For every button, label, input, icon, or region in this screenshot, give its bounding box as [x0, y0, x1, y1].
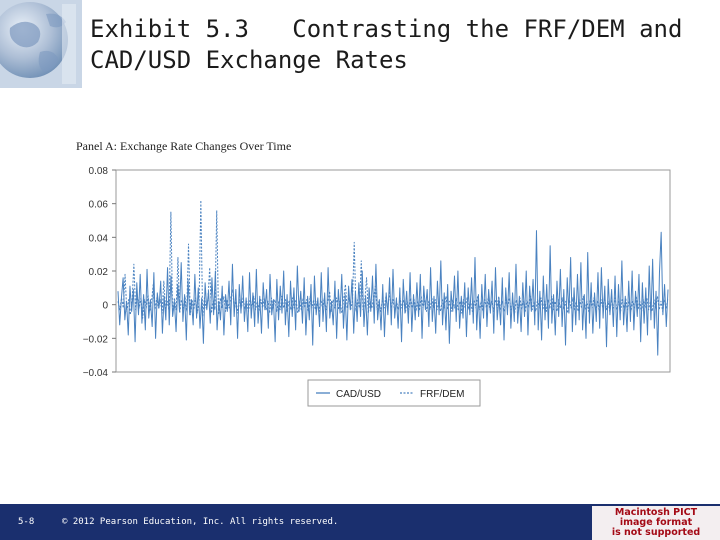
y-tick-label: 0.02	[89, 267, 109, 278]
copyright-text: © 2012 Pearson Education, Inc. All right…	[62, 517, 339, 527]
unsupported-image-text: Macintosh PICT image format is not suppo…	[592, 508, 720, 538]
slide-title-line-2: CAD/USD Exchange Rates	[90, 46, 408, 74]
y-tick-label: 0.04	[89, 233, 109, 244]
pict-notice-line-3: is not supported	[611, 527, 701, 538]
chart-title: Panel A: Exchange Rate Changes Over Time	[76, 139, 291, 153]
pict-notice-line-2: image format	[619, 517, 693, 528]
slide-title: Exhibit 5.3 Contrasting the FRF/DEM and …	[90, 14, 710, 76]
y-tick-label: 0.08	[89, 166, 109, 177]
unsupported-image-notice: Macintosh PICT image format is not suppo…	[592, 506, 720, 540]
exchange-rate-chart: Panel A: Exchange Rate Changes Over Time…	[60, 130, 680, 420]
y-tick-label: 0	[102, 301, 108, 312]
y-tick-label: 0.06	[89, 200, 109, 211]
slide-title-line-1: Exhibit 5.3 Contrasting the FRF/DEM and	[90, 15, 683, 43]
chart-canvas: Panel A: Exchange Rate Changes Over Time…	[76, 139, 671, 407]
y-tick-label: −0.04	[83, 368, 109, 379]
series-line-frf-dem	[117, 199, 669, 319]
legend-box	[307, 379, 481, 407]
series-line-cad-usd	[117, 230, 669, 356]
legend-label: CAD/USD	[336, 389, 381, 400]
slide-number: 5-8	[18, 517, 35, 527]
legend-label: FRF/DEM	[420, 389, 464, 400]
globe-logo-icon	[0, 0, 82, 88]
pict-notice-line-1: Macintosh PICT	[614, 507, 698, 518]
y-tick-label: −0.02	[83, 334, 109, 345]
